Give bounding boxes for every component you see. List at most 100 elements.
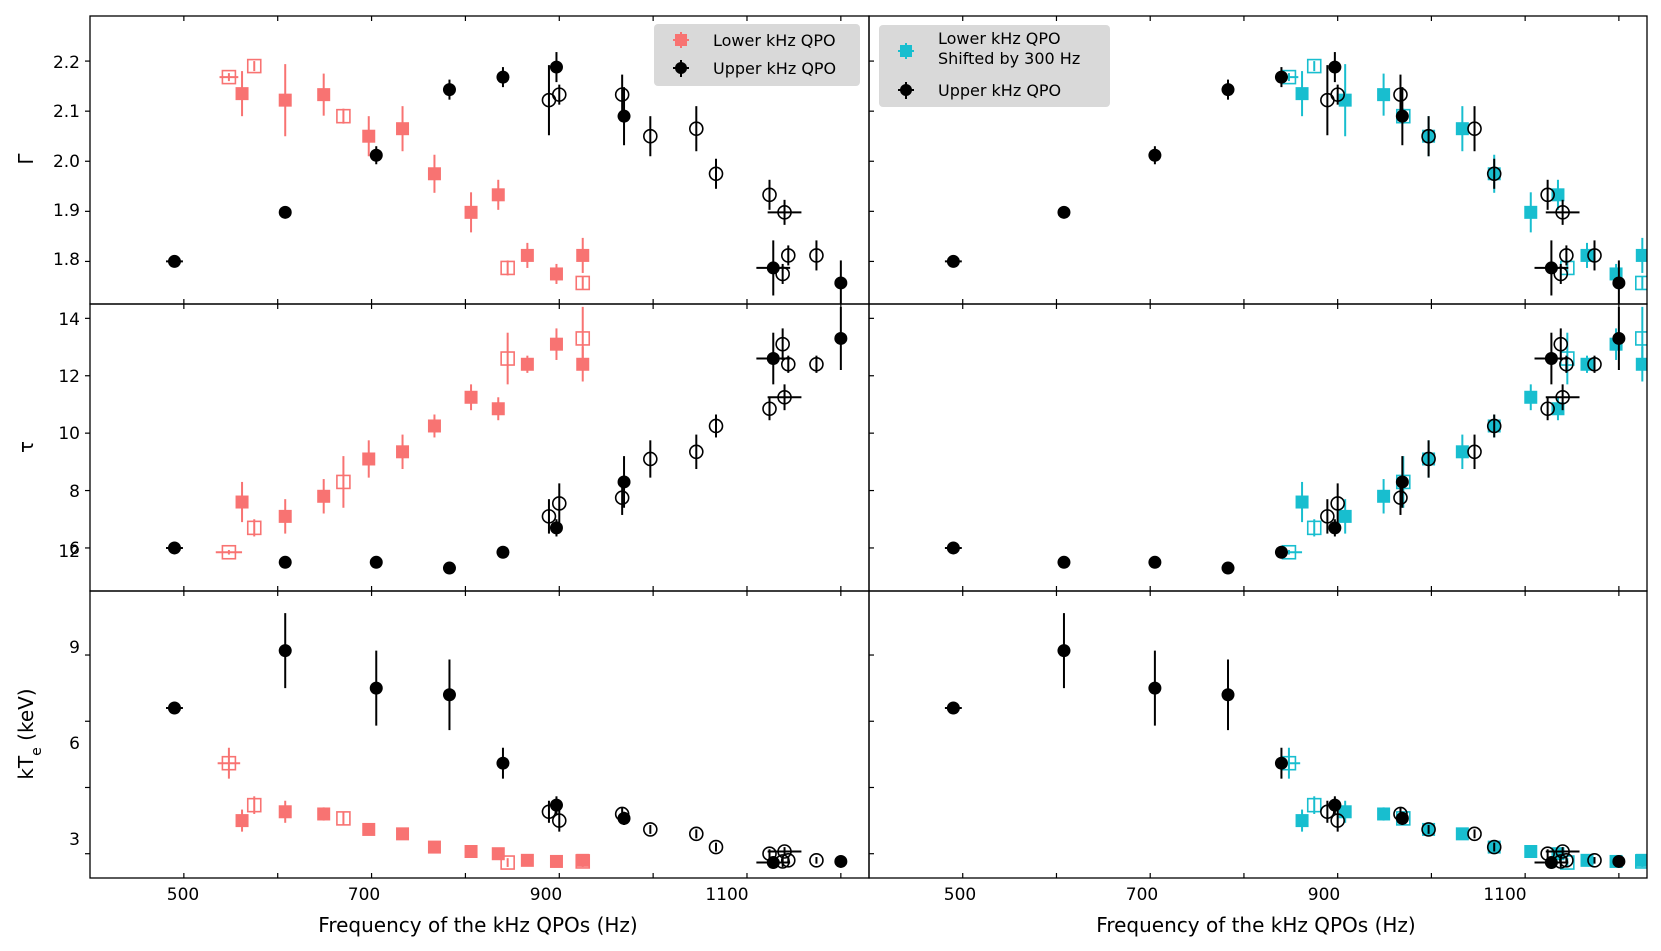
shifted-lower-qpo-point-kte-right-1 (1295, 809, 1309, 832)
lower-qpo-point-gamma-left-0 (219, 69, 239, 85)
upper-qpo-point-tau-left-1 (278, 555, 292, 569)
legend-right-box (879, 25, 1110, 107)
upper-qpo-point-tau-left-11 (689, 434, 704, 470)
upper-qpo-point-kte-right-19 (1612, 854, 1626, 868)
upper-qpo-point-kte-left-2 (369, 650, 383, 726)
upper-qpo-point-tau-right-14 (1545, 384, 1580, 411)
y-axis-label-kte-main: kT (14, 755, 38, 780)
upper-qpo-point-gamma-right-8 (1393, 74, 1408, 115)
upper-qpo-point-tau-right-5 (1320, 499, 1335, 534)
lower-qpo-point-kte-left-15 (575, 854, 591, 869)
lower-qpo-point-kte-left-12 (520, 853, 534, 867)
upper-qpo-point-gamma-left-17 (780, 245, 796, 266)
lower-qpo-point-gamma-left-3 (278, 64, 292, 137)
panel-gamma-left (85, 16, 848, 304)
upper-qpo-point-tau-left-17 (780, 355, 796, 373)
upper-qpo-point-kte-right-2 (1148, 650, 1162, 726)
series-group-kte-right (944, 613, 1647, 870)
x-tick-label-left-500: 500 (167, 885, 199, 905)
lower-qpo-point-gamma-left-4 (317, 73, 331, 116)
legend-left: Lower kHz QPO Upper kHz QPO (654, 24, 860, 86)
upper-qpo-point-gamma-left-5 (541, 65, 557, 136)
lower-qpo-point-kte-left-1 (235, 809, 249, 832)
upper-qpo-point-gamma-right-1 (1057, 205, 1071, 219)
legend-right-upper-marker (898, 82, 914, 99)
lower-qpo-point-gamma-left-13 (549, 263, 563, 284)
upper-qpo-point-tau-right-4 (1274, 545, 1288, 559)
upper-qpo-point-kte-left-18 (809, 853, 824, 868)
legend-right-upper-label: Upper kHz QPO (938, 81, 1061, 100)
upper-qpo-point-gamma-left-0 (166, 254, 183, 268)
lower-qpo-point-gamma-left-9 (464, 192, 478, 233)
upper-qpo-point-kte-left-11 (689, 826, 704, 842)
upper-qpo-point-kte-right-0 (944, 701, 962, 715)
upper-qpo-point-gamma-right-0 (944, 254, 962, 268)
y-tick-label-gamma-2.1: 2.1 (53, 102, 80, 122)
upper-qpo-point-tau-right-9 (1395, 456, 1409, 508)
upper-qpo-point-tau-left-3 (442, 561, 456, 575)
upper-qpo-point-tau-right-7 (1330, 483, 1345, 524)
lower-qpo-point-kte-left-10 (491, 847, 505, 861)
upper-qpo-point-gamma-right-10 (1421, 116, 1436, 157)
upper-qpo-point-tau-right-18 (1587, 355, 1602, 373)
lower-qpo-point-tau-left-10 (491, 397, 505, 421)
upper-qpo-point-gamma-left-1 (278, 205, 292, 219)
lower-qpo-point-tau-left-9 (464, 384, 478, 411)
y-tick-label-tau-10: 10 (58, 424, 80, 444)
lower-qpo-point-tau-left-1 (235, 481, 249, 523)
lower-qpo-point-gamma-left-5 (336, 108, 351, 124)
lower-qpo-point-kte-left-5 (336, 811, 351, 826)
upper-qpo-point-tau-right-19 (1612, 306, 1626, 371)
x-tick-label-left-1100: 1100 (705, 885, 748, 905)
lower-qpo-point-tau-left-8 (427, 414, 441, 438)
shifted-lower-qpo-point-tau-right-4 (1377, 479, 1391, 514)
lower-qpo-point-gamma-left-2 (235, 71, 249, 117)
lower-qpo-point-tau-left-4 (317, 479, 331, 514)
shifted-lower-qpo-point-kte-right-4 (1377, 807, 1391, 821)
shifted-lower-qpo-point-gamma-right-9 (1524, 192, 1538, 233)
upper-qpo-point-gamma-right-3 (1221, 79, 1235, 100)
shifted-lower-qpo-point-tau-right-12 (1580, 355, 1594, 373)
upper-qpo-point-kte-left-7 (551, 809, 567, 832)
lower-qpo-point-tau-left-12 (520, 355, 534, 373)
lower-qpo-point-tau-left-7 (396, 434, 410, 470)
shifted-lower-qpo-point-tau-right-2 (1306, 519, 1322, 537)
shifted-lower-qpo-point-gamma-right-10 (1551, 179, 1565, 210)
upper-qpo-point-gamma-right-9 (1395, 87, 1409, 146)
shifted-lower-qpo-point-gamma-right-15 (1635, 275, 1647, 291)
shifted-lower-qpo-point-kte-right-9 (1524, 845, 1538, 859)
legend-right-shifted-label-line1: Lower kHz QPO (938, 29, 1061, 48)
upper-qpo-point-tau-left-19 (834, 306, 848, 371)
lower-qpo-point-gamma-left-8 (427, 154, 441, 193)
upper-qpo-point-gamma-right-16 (1553, 263, 1569, 284)
y-axis-label-gamma: Γ (14, 153, 38, 165)
upper-qpo-point-gamma-left-18 (809, 240, 824, 271)
y-tick-label-kte-3: 3 (69, 830, 80, 850)
legend-right-shifted-marker (898, 43, 914, 59)
shifted-lower-qpo-point-kte-right-12 (1580, 853, 1594, 867)
series-group-kte-left (166, 613, 848, 870)
lower-qpo-point-tau-left-2 (246, 519, 262, 537)
upper-qpo-point-tau-right-13 (1540, 397, 1555, 421)
lower-qpo-point-tau-left-6 (362, 440, 376, 478)
y-axis-label-kte: kTe (keV) (14, 688, 45, 779)
upper-qpo-point-tau-right-10 (1421, 440, 1436, 478)
lower-qpo-point-kte-left-13 (549, 854, 563, 868)
upper-qpo-point-gamma-left-10 (643, 116, 658, 157)
upper-qpo-point-tau-left-13 (762, 397, 777, 421)
upper-qpo-point-kte-right-10 (1421, 822, 1436, 837)
upper-qpo-point-tau-right-6 (1328, 519, 1342, 537)
y-tick-label-kte-12: 12 (58, 542, 80, 562)
y-tick-label-gamma-1.8: 1.8 (53, 250, 80, 270)
upper-qpo-point-tau-left-6 (549, 519, 563, 537)
upper-qpo-point-gamma-right-13 (1540, 179, 1555, 210)
shifted-lower-qpo-point-tau-right-9 (1524, 384, 1538, 411)
upper-qpo-point-gamma-right-19 (1612, 260, 1626, 304)
shifted-lower-qpo-point-gamma-right-2 (1295, 71, 1309, 117)
upper-qpo-point-kte-left-10 (643, 822, 658, 837)
lower-qpo-point-kte-left-2 (246, 796, 262, 814)
y-tick-label-tau-12: 12 (58, 367, 80, 387)
upper-qpo-point-kte-right-7 (1330, 809, 1345, 832)
lower-qpo-point-kte-left-7 (396, 827, 410, 841)
